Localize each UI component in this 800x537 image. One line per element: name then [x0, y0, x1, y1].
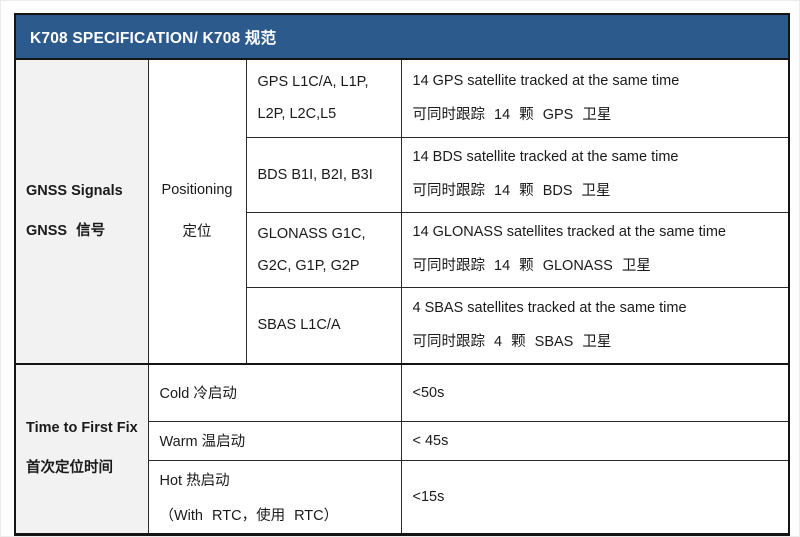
- description-cell-sbas: 4 SBAS satellites tracked at the same ti…: [400, 286, 790, 365]
- ttff-value-cell-warm: < 45s: [400, 420, 790, 461]
- startup-mode-line: （With RTC，使用 RTC）: [159, 507, 339, 524]
- description-zh: 可同时跟踪 14 颗 GLONASS 卫星: [412, 258, 651, 274]
- signal-line: GPS L1C/A, L1P,: [257, 74, 369, 91]
- signal-line: SBAS L1C/A: [257, 317, 341, 334]
- description-zh: 可同时跟踪 14 颗 GPS 卫星: [412, 106, 612, 123]
- signal-cell-glonass: GLONASS G1C, G2C, G1P, G2P: [245, 211, 402, 288]
- description-zh: 可同时跟踪 4 颗 SBAS 卫星: [412, 333, 612, 350]
- table-row: GNSS Signals GNSS 信号 Positioning 定位 GPS …: [14, 58, 790, 365]
- title-row: K708 SPECIFICATION/ K708 规范: [14, 13, 790, 60]
- description-cell-gps: 14 GPS satellite tracked at the same tim…: [400, 58, 790, 138]
- signal-line: L2P, L2C,L5: [257, 106, 337, 123]
- description-cell-bds: 14 BDS satellite tracked at the same tim…: [400, 136, 790, 213]
- startup-mode-cell-warm: Warm 温启动: [147, 420, 402, 461]
- signal-cell-sbas: SBAS L1C/A: [245, 286, 402, 365]
- ttff-value-cell-cold: <50s: [400, 363, 790, 422]
- table-row: Hot 热启动 （With RTC，使用 RTC） <15s: [15, 459, 790, 535]
- startup-mode-cell-hot: Hot 热启动 （With RTC，使用 RTC）: [147, 459, 402, 535]
- positioning-label-zh: 定位: [182, 224, 212, 240]
- gnss-signals-label-zh: GNSS 信号: [26, 223, 106, 239]
- table-row: SBAS L1C/A 4 SBAS satellites tracked at …: [15, 286, 790, 365]
- positioning-label-en: Positioning: [161, 182, 233, 198]
- startup-mode-line: Hot 热启动: [159, 472, 230, 489]
- ttff-label-cell: Time to First Fix 首次定位时间: [14, 363, 149, 535]
- description-en: 4 SBAS satellites tracked at the same ti…: [412, 299, 687, 316]
- ttff-label-zh: 首次定位时间: [26, 460, 113, 477]
- table-row: BDS B1I, B2I, B3I 14 BDS satellite track…: [15, 136, 790, 213]
- signal-cell-bds: BDS B1I, B2I, B3I: [245, 136, 402, 213]
- signal-cell-gps: GPS L1C/A, L1P, L2P, L2C,L5: [245, 58, 402, 138]
- spec-title: K708 SPECIFICATION/ K708 规范: [14, 13, 790, 60]
- startup-mode-cell-cold: Cold 冷启动: [147, 363, 402, 422]
- specification-table: K708 SPECIFICATION/ K708 规范 GNSS Signals…: [14, 13, 791, 536]
- table-row: GLONASS G1C, G2C, G1P, G2P 14 GLONASS sa…: [15, 211, 790, 288]
- table-row: Time to First Fix 首次定位时间 Cold 冷启动 <50s: [14, 363, 790, 535]
- gnss-signals-label-en: GNSS Signals: [26, 183, 123, 199]
- description-cell-glonass: 14 GLONASS satellites tracked at the sam…: [400, 211, 790, 288]
- ttff-label-en: Time to First Fix: [26, 420, 138, 437]
- signal-line: BDS B1I, B2I, B3I: [257, 166, 373, 183]
- startup-mode-line: Warm 温启动: [159, 434, 246, 450]
- positioning-label-cell: Positioning 定位: [147, 58, 247, 365]
- gnss-signals-label-cell: GNSS Signals GNSS 信号: [14, 58, 149, 365]
- description-en: 14 GLONASS satellites tracked at the sam…: [412, 224, 727, 240]
- signal-line: G2C, G1P, G2P: [257, 257, 360, 274]
- description-zh: 可同时跟踪 14 颗 BDS 卫星: [412, 183, 611, 199]
- description-en: 14 GPS satellite tracked at the same tim…: [412, 72, 680, 89]
- signal-line: GLONASS G1C,: [257, 225, 366, 242]
- startup-mode-line: Cold 冷启动: [159, 386, 237, 403]
- ttff-value-cell-hot: <15s: [400, 459, 790, 535]
- table-row: Warm 温启动 < 45s: [15, 420, 790, 461]
- description-en: 14 BDS satellite tracked at the same tim…: [412, 149, 679, 165]
